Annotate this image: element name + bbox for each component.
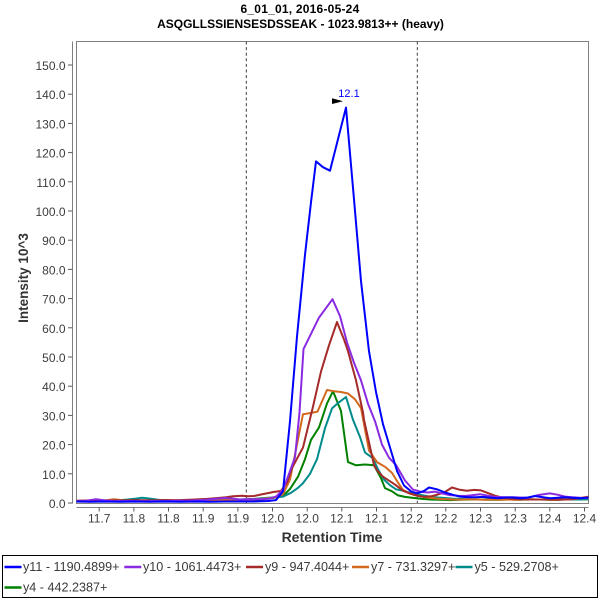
svg-text:11.9: 11.9: [227, 512, 250, 526]
svg-text:12.2: 12.2: [400, 512, 424, 526]
svg-text:12.3: 12.3: [469, 512, 493, 526]
svg-text:30.0: 30.0: [42, 409, 66, 423]
svg-text:y5 - 529.2708+: y5 - 529.2708+: [475, 560, 559, 574]
svg-text:80.0: 80.0: [42, 263, 66, 277]
svg-text:12.1: 12.1: [338, 88, 359, 100]
svg-text:12.4: 12.4: [538, 512, 562, 526]
svg-text:y11 - 1190.4899+: y11 - 1190.4899+: [23, 560, 120, 574]
svg-text:y4 - 442.2387+: y4 - 442.2387+: [23, 581, 107, 595]
svg-text:11.9: 11.9: [192, 512, 215, 526]
svg-text:y10 - 1061.4473+: y10 - 1061.4473+: [143, 560, 241, 574]
svg-text:12.1: 12.1: [365, 512, 389, 526]
svg-text:12.2: 12.2: [434, 512, 458, 526]
svg-text:12.4: 12.4: [573, 512, 597, 526]
svg-text:11.7: 11.7: [88, 512, 111, 526]
svg-text:0.0: 0.0: [49, 497, 66, 511]
svg-text:12.0: 12.0: [296, 512, 320, 526]
svg-text:100.0: 100.0: [35, 205, 65, 219]
svg-text:60.0: 60.0: [42, 322, 66, 336]
svg-text:40.0: 40.0: [42, 380, 66, 394]
svg-text:y7 - 731.3297+: y7 - 731.3297+: [371, 560, 455, 574]
svg-text:Intensity 10^3: Intensity 10^3: [16, 233, 31, 323]
svg-text:130.0: 130.0: [35, 117, 65, 131]
svg-text:70.0: 70.0: [42, 293, 66, 307]
svg-text:12.3: 12.3: [504, 512, 528, 526]
svg-text:50.0: 50.0: [42, 351, 66, 365]
svg-text:11.8: 11.8: [123, 512, 146, 526]
svg-text:12.1: 12.1: [330, 512, 354, 526]
svg-text:110.0: 110.0: [36, 176, 65, 190]
svg-text:6_01_01, 2016-05-24: 6_01_01, 2016-05-24: [241, 2, 360, 16]
svg-text:Retention Time: Retention Time: [282, 529, 383, 545]
svg-text:12.0: 12.0: [261, 512, 285, 526]
svg-text:90.0: 90.0: [42, 234, 66, 248]
svg-text:10.0: 10.0: [42, 468, 66, 482]
svg-text:11.8: 11.8: [157, 512, 180, 526]
svg-text:y9 - 947.4044+: y9 - 947.4044+: [265, 560, 349, 574]
svg-text:150.0: 150.0: [35, 59, 65, 73]
svg-text:ASQGLLSSIENSESDSSEAK - 1023.98: ASQGLLSSIENSESDSSEAK - 1023.9813++ (heav…: [157, 17, 444, 31]
svg-text:120.0: 120.0: [35, 147, 65, 161]
svg-text:20.0: 20.0: [42, 439, 66, 453]
svg-text:140.0: 140.0: [35, 88, 65, 102]
